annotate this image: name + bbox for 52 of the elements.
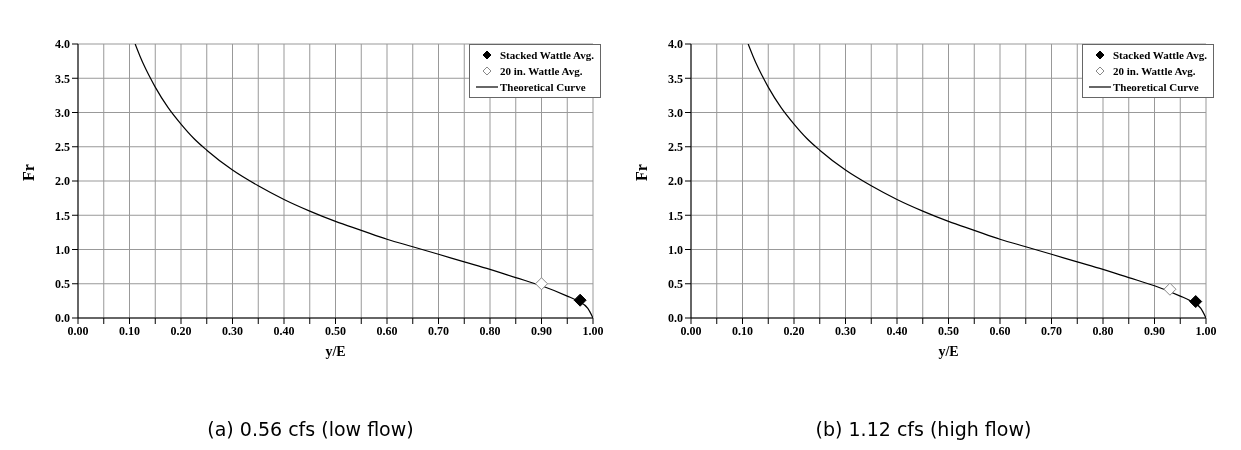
x-tick-label: 0.50 bbox=[325, 323, 346, 338]
y-tick-label: 3.5 bbox=[668, 71, 683, 86]
legend-label: Stacked Wattle Avg. bbox=[499, 48, 594, 63]
y-tick-label: 0.5 bbox=[668, 277, 683, 292]
legend-label: 20 in. Wattle Avg. bbox=[1112, 64, 1196, 79]
y-axis-title: Fr bbox=[19, 164, 37, 181]
x-tick-label: 0.40 bbox=[273, 323, 295, 338]
x-tick-label: 0.10 bbox=[732, 323, 753, 338]
x-axis-title: y/E bbox=[938, 344, 959, 359]
x-axis-title: y/E bbox=[325, 344, 346, 359]
y-tick-label: 0.0 bbox=[55, 311, 70, 326]
y-tick-label: 0.0 bbox=[668, 311, 683, 326]
y-tick-label: 1.0 bbox=[668, 242, 683, 257]
y-tick-label: 3.5 bbox=[55, 71, 70, 86]
y-tick-label: 1.5 bbox=[55, 208, 70, 223]
legend-label: Theoretical Curve bbox=[1112, 80, 1199, 95]
x-tick-label: 0.60 bbox=[989, 323, 1011, 338]
y-tick-label: 4.0 bbox=[55, 37, 70, 52]
x-tick-label: 1.00 bbox=[1195, 323, 1217, 338]
x-tick-label: 0.50 bbox=[938, 323, 959, 338]
x-tick-label: 0.70 bbox=[1041, 323, 1062, 338]
x-tick-label: 0.20 bbox=[783, 323, 805, 338]
x-tick-label: 0.80 bbox=[479, 323, 501, 338]
x-tick-label: 0.60 bbox=[376, 323, 398, 338]
x-tick-label: 0.20 bbox=[170, 323, 192, 338]
x-tick-label: 0.80 bbox=[1092, 323, 1114, 338]
x-tick-label: 0.40 bbox=[886, 323, 908, 338]
text: (a) 0.56 cfs (low flow) bbox=[207, 418, 414, 440]
y-tick-label: 2.0 bbox=[668, 174, 683, 189]
legend-label: 20 in. Wattle Avg. bbox=[499, 64, 583, 79]
legend-label: Theoretical Curve bbox=[499, 80, 586, 95]
y-tick-label: 1.0 bbox=[55, 242, 70, 257]
x-tick-label: 0.30 bbox=[222, 323, 243, 338]
x-tick-label: 0.00 bbox=[680, 323, 702, 338]
x-tick-label: 0.70 bbox=[428, 323, 449, 338]
y-tick-label: 2.5 bbox=[668, 140, 683, 155]
y-tick-label: 4.0 bbox=[668, 37, 683, 52]
x-tick-label: 1.00 bbox=[582, 323, 604, 338]
text: (b) 1.12 cfs (high flow) bbox=[815, 418, 1032, 440]
x-tick-label: 0.10 bbox=[119, 323, 140, 338]
x-tick-label: 0.90 bbox=[1144, 323, 1165, 338]
y-tick-label: 1.5 bbox=[668, 208, 683, 223]
y-tick-label: 2.0 bbox=[55, 174, 70, 189]
legend-label: Stacked Wattle Avg. bbox=[1112, 48, 1207, 63]
y-tick-label: 2.5 bbox=[55, 140, 70, 155]
x-tick-label: 0.30 bbox=[835, 323, 856, 338]
y-axis-title: Fr bbox=[632, 164, 650, 181]
x-tick-label: 0.90 bbox=[531, 323, 552, 338]
y-tick-label: 3.0 bbox=[55, 105, 70, 120]
y-tick-label: 0.5 bbox=[55, 277, 70, 292]
x-tick-label: 0.00 bbox=[67, 323, 89, 338]
y-tick-label: 3.0 bbox=[668, 105, 683, 120]
